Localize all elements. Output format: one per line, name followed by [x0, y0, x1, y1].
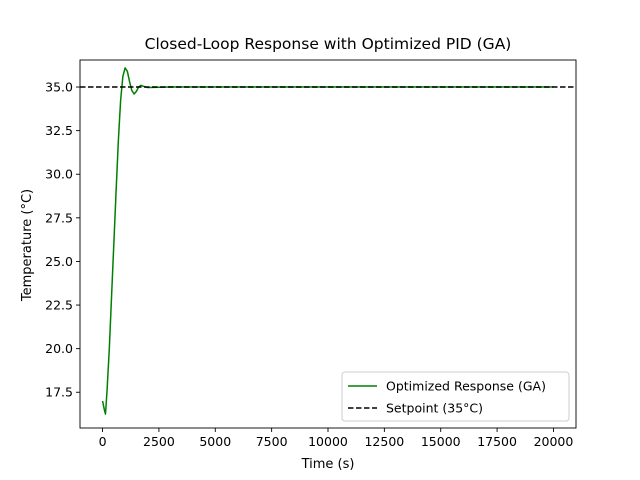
x-axis-label: Time (s) [301, 457, 355, 472]
series-line-1 [101, 67, 554, 415]
legend-label-2: Setpoint (35°C) [386, 401, 483, 416]
y-tick-label: 20.0 [45, 341, 73, 356]
y-axis-label: Temperature (°C) [20, 189, 35, 302]
y-tick-label: 32.5 [45, 123, 73, 138]
legend-label-1: Optimized Response (GA) [386, 379, 546, 394]
x-axis: 0 2500 5000 7500 10000 12500 15000 17500 20000 [99, 428, 574, 449]
x-tick-label: 12500 [364, 434, 404, 449]
x-tick-label: 15000 [421, 434, 461, 449]
y-axis: 17.5 20.0 22.5 25.0 27.5 30.0 32.5 35.0 [45, 80, 80, 400]
x-tick-label: 7500 [256, 434, 288, 449]
y-tick-label: 27.5 [45, 210, 73, 225]
x-tick-label: 20000 [534, 434, 574, 449]
x-tick-label: 2500 [143, 434, 175, 449]
y-tick-label: 30.0 [45, 167, 73, 182]
y-tick-label: 22.5 [45, 298, 73, 313]
y-tick-label: 25.0 [45, 254, 73, 269]
y-tick-label: 35.0 [45, 80, 73, 95]
x-tick-label: 10000 [308, 434, 348, 449]
x-tick-label: 17500 [477, 434, 517, 449]
x-tick-label: 0 [99, 434, 107, 449]
chart-title: Closed-Loop Response with Optimized PID … [145, 35, 512, 53]
legend: Optimized Response (GA) Setpoint (35°C) [341, 371, 570, 422]
legend-box [341, 371, 570, 422]
x-tick-label: 5000 [199, 434, 231, 449]
y-tick-label: 17.5 [45, 385, 73, 400]
